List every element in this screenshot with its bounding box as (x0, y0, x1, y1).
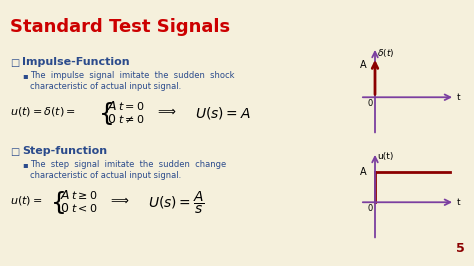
Text: $A$: $A$ (107, 100, 118, 113)
Text: $t=0$: $t=0$ (118, 100, 144, 112)
Text: The  impulse  signal  imitate  the  sudden  shock: The impulse signal imitate the sudden sh… (30, 71, 235, 80)
Text: $u(t)=$: $u(t)=$ (10, 194, 42, 207)
Text: □: □ (10, 147, 19, 157)
Text: □: □ (10, 58, 19, 68)
Text: characteristic of actual input signal.: characteristic of actual input signal. (30, 82, 181, 91)
Text: $t\geq 0$: $t\geq 0$ (71, 189, 97, 201)
Text: 0: 0 (368, 204, 373, 213)
Text: characteristic of actual input signal.: characteristic of actual input signal. (30, 171, 181, 180)
Text: A: A (360, 60, 366, 70)
Text: $\{$: $\{$ (50, 189, 65, 216)
Text: 0: 0 (368, 99, 373, 108)
Text: $\{$: $\{$ (98, 100, 113, 127)
Text: Standard Test Signals: Standard Test Signals (10, 18, 230, 36)
Text: $\Longrightarrow$: $\Longrightarrow$ (108, 194, 130, 207)
Text: $\Longrightarrow$: $\Longrightarrow$ (155, 105, 177, 118)
Text: $0$: $0$ (107, 113, 116, 126)
Text: $U(s)=\dfrac{A}{s}$: $U(s)=\dfrac{A}{s}$ (148, 190, 205, 216)
Text: $0$: $0$ (60, 202, 69, 215)
Text: ▪: ▪ (22, 71, 27, 80)
Text: $\delta(t)$: $\delta(t)$ (377, 47, 394, 59)
Text: ▪: ▪ (22, 160, 27, 169)
Text: $u(t)=\delta(t)=$: $u(t)=\delta(t)=$ (10, 105, 76, 118)
Text: t: t (457, 93, 461, 102)
Text: u(t): u(t) (377, 152, 393, 161)
Text: A: A (360, 167, 366, 177)
Text: t: t (457, 198, 461, 207)
Text: The  step  signal  imitate  the  sudden  change: The step signal imitate the sudden chang… (30, 160, 226, 169)
Text: $A$: $A$ (60, 189, 70, 202)
Text: Step-function: Step-function (22, 146, 107, 156)
Text: Impulse-Function: Impulse-Function (22, 57, 129, 67)
Text: $t<0$: $t<0$ (71, 202, 97, 214)
Text: $t\neq 0$: $t\neq 0$ (118, 113, 144, 125)
Text: 5: 5 (456, 242, 465, 255)
Text: $U(s)=A$: $U(s)=A$ (195, 105, 251, 121)
